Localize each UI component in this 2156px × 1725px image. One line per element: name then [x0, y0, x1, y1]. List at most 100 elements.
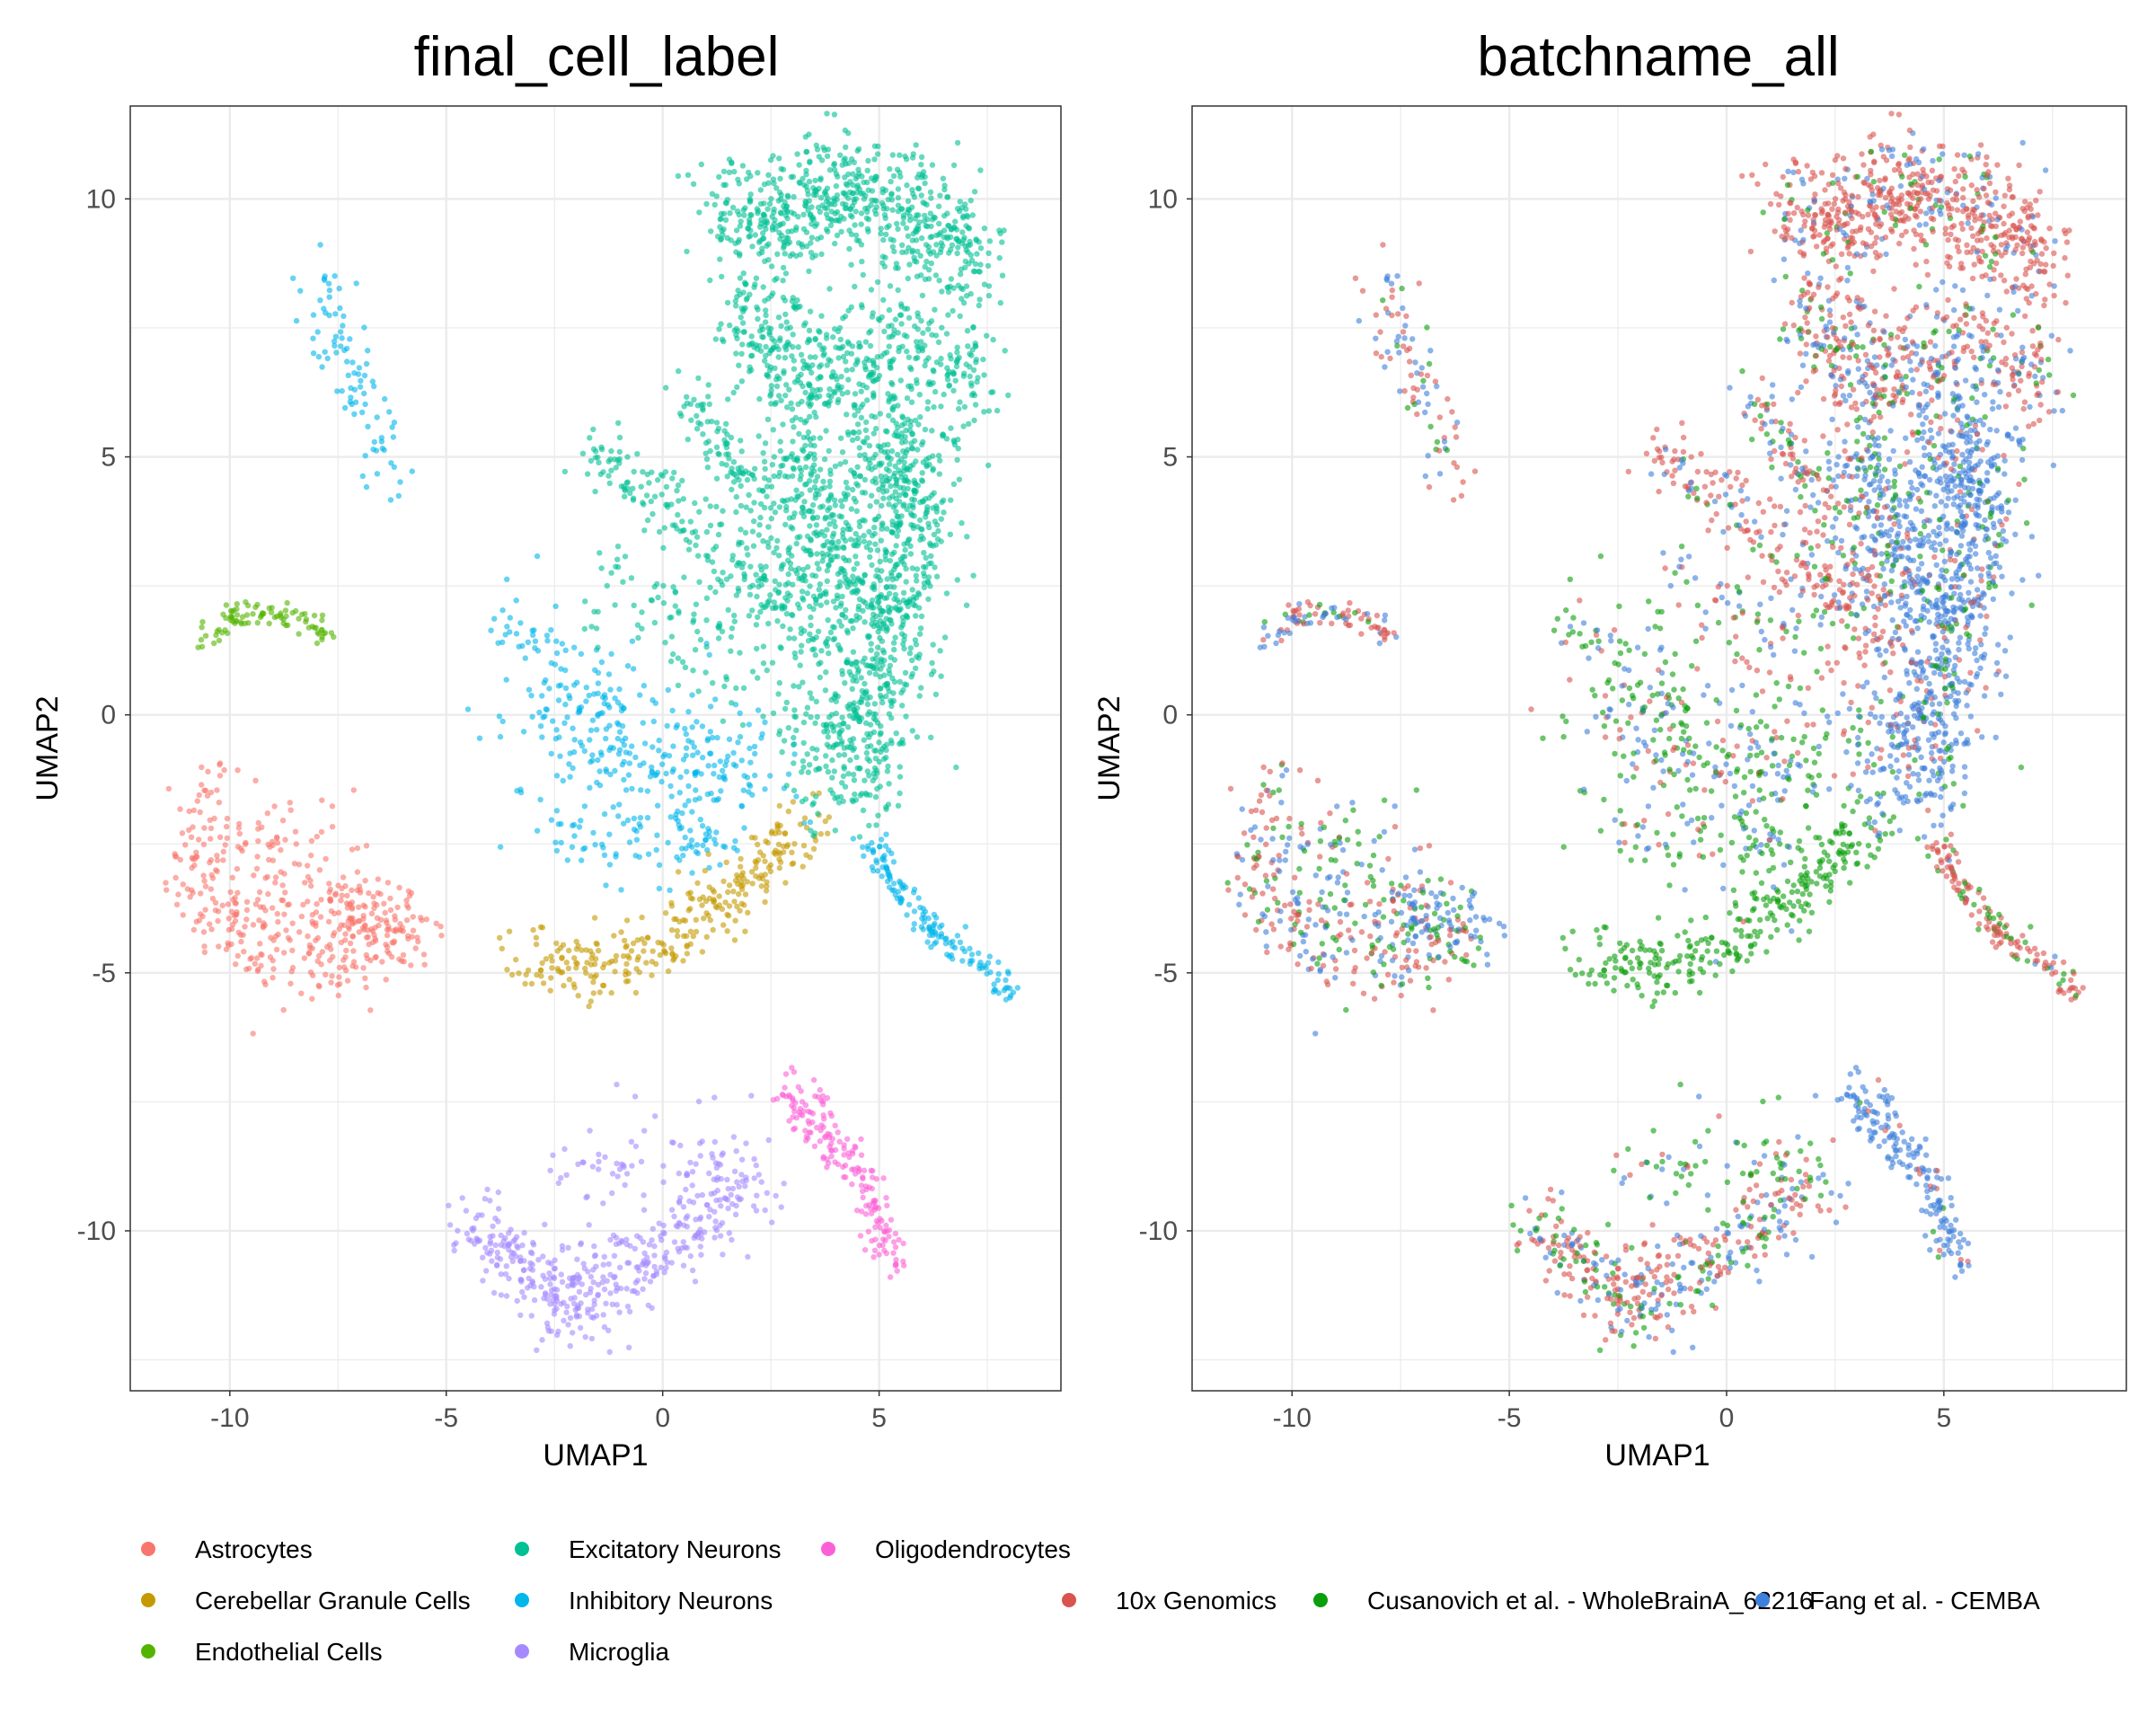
data-point: [811, 409, 817, 416]
data-point: [815, 204, 822, 211]
data-point: [290, 275, 296, 281]
data-point: [724, 911, 730, 918]
data-point: [869, 466, 875, 473]
data-point: [287, 980, 294, 987]
data-point: [713, 193, 720, 199]
data-point: [221, 766, 227, 774]
data-point: [728, 633, 735, 641]
data-point: [384, 932, 391, 939]
data-point: [749, 528, 756, 535]
data-point: [919, 478, 926, 484]
data-point: [830, 369, 836, 376]
data-point: [682, 664, 689, 670]
data-point: [749, 607, 755, 614]
data-point: [844, 367, 850, 374]
data-point: [808, 369, 815, 376]
data-point: [791, 787, 798, 793]
data-point: [551, 1311, 558, 1317]
data-point: [388, 460, 394, 466]
data-point: [880, 608, 887, 615]
data-point: [219, 630, 225, 636]
data-point: [826, 1144, 833, 1150]
data-point: [870, 377, 876, 384]
data-point: [849, 343, 856, 349]
data-point: [229, 874, 235, 880]
data-point: [777, 175, 783, 181]
data-point: [235, 825, 243, 831]
data-point: [771, 206, 777, 213]
data-point: [694, 719, 700, 725]
data-point: [807, 762, 813, 768]
data-point: [613, 563, 619, 570]
data-point: [969, 212, 976, 218]
data-point: [931, 531, 938, 538]
data-point: [880, 1175, 887, 1181]
data-point: [582, 965, 588, 972]
data-point: [738, 855, 744, 862]
data-point: [920, 563, 927, 571]
data-point: [817, 1138, 823, 1145]
data-point: [873, 573, 879, 579]
data-point: [843, 161, 849, 167]
data-point: [588, 727, 595, 733]
data-point: [834, 232, 841, 239]
data-point: [590, 978, 596, 986]
data-point: [293, 317, 300, 324]
data-point: [968, 958, 974, 964]
data-point: [831, 624, 837, 631]
data-point: [487, 1241, 493, 1247]
data-point: [913, 339, 920, 345]
data-point: [919, 292, 926, 299]
data-point: [923, 242, 930, 248]
data-point: [540, 980, 547, 986]
data-point: [748, 869, 755, 875]
data-point: [384, 880, 392, 886]
data-point: [997, 299, 1004, 306]
data-point: [559, 1278, 566, 1286]
data-point: [281, 911, 287, 917]
data-point: [586, 1222, 592, 1228]
data-point: [636, 854, 642, 860]
data-point: [605, 1327, 612, 1334]
data-point: [578, 650, 585, 658]
data-point: [714, 734, 720, 741]
data-point: [208, 926, 215, 933]
data-point: [974, 251, 980, 257]
data-point: [672, 522, 678, 528]
data-point: [676, 790, 683, 796]
data-point: [928, 195, 934, 201]
data-point: [955, 446, 961, 452]
data-point: [866, 822, 872, 829]
data-point: [605, 1261, 612, 1268]
data-point: [679, 477, 685, 484]
data-point: [641, 1276, 648, 1282]
data-point: [799, 588, 806, 595]
data-point: [208, 886, 215, 892]
data-point: [849, 797, 855, 803]
data-point: [892, 1244, 899, 1251]
data-point: [831, 111, 838, 118]
data-point: [338, 329, 344, 335]
data-point: [674, 854, 680, 861]
data-point: [907, 510, 915, 517]
data-point: [706, 1170, 712, 1177]
data-point: [571, 682, 578, 688]
data-point: [234, 844, 242, 850]
data-point: [862, 1183, 870, 1190]
data-point: [862, 680, 868, 687]
data-point: [810, 800, 817, 806]
data-point: [872, 425, 879, 432]
data-point: [623, 944, 629, 951]
data-point: [914, 578, 920, 584]
data-point: [867, 694, 873, 701]
data-point: [723, 440, 729, 447]
data-point: [773, 343, 780, 349]
data-point: [243, 898, 251, 905]
data-point: [613, 1281, 619, 1287]
data-point: [861, 853, 867, 859]
data-point: [382, 395, 388, 402]
data-point: [812, 177, 818, 184]
data-point: [820, 590, 827, 597]
data-point: [897, 312, 904, 318]
